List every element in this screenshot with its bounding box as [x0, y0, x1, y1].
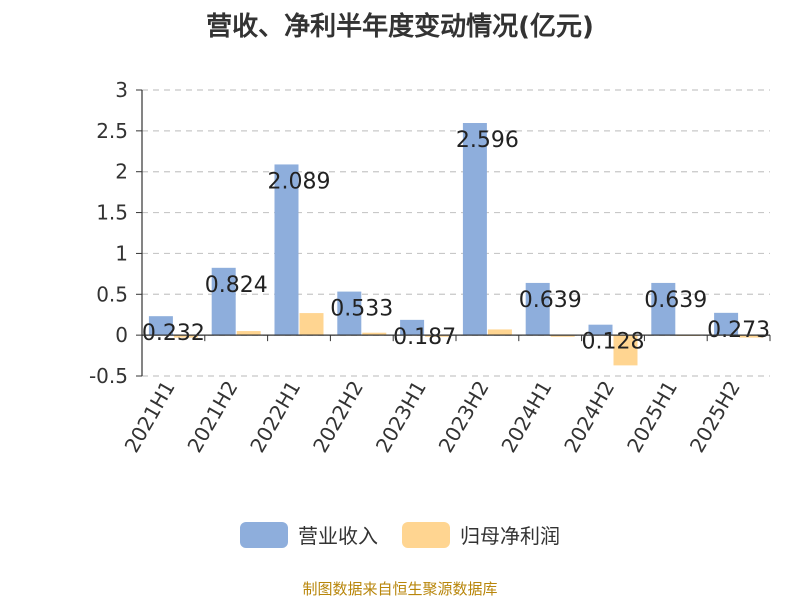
data-label: 0.639 — [644, 288, 707, 313]
x-tick-label: 2024H1 — [496, 377, 556, 457]
chart-title: 营收、净利半年度变动情况(亿元) — [206, 12, 594, 42]
x-tick-label: 2021H2 — [182, 377, 242, 457]
bar-net-profit — [739, 335, 764, 338]
x-tick-label: 2023H2 — [434, 377, 494, 457]
y-tick-label: 3 — [115, 78, 128, 102]
legend-label-net-profit: 归母净利润 — [460, 524, 560, 548]
bar-revenue — [714, 312, 739, 336]
bar-revenue — [525, 282, 550, 336]
x-tick-label: 2025H2 — [685, 377, 745, 457]
source-note: 制图数据来自恒生聚源数据库 — [302, 580, 498, 598]
x-tick-label: 2022H1 — [245, 377, 305, 457]
y-tick-label: 0.5 — [96, 282, 128, 306]
bar-net-profit — [299, 313, 324, 336]
bar-revenue — [462, 123, 487, 336]
y-tick-label: 1.5 — [96, 201, 128, 225]
bar-revenue — [337, 291, 362, 336]
x-tick-label: 2024H2 — [559, 377, 619, 457]
data-label: 2.089 — [268, 169, 331, 194]
y-tick-label: 2 — [115, 160, 128, 184]
x-tick-label: 2021H1 — [120, 377, 180, 457]
bar-net-profit — [362, 332, 387, 336]
bar-net-profit — [425, 335, 450, 337]
bar-revenue — [400, 319, 425, 336]
bar-net-profit — [487, 329, 512, 336]
bar-net-profit — [173, 335, 198, 338]
legend-swatch-revenue — [240, 521, 288, 548]
data-label: 0.187 — [393, 325, 456, 350]
data-label: 0.128 — [582, 330, 645, 355]
data-label: 0.639 — [519, 288, 582, 313]
legend-item-revenue[interactable]: 营业收入 — [240, 520, 378, 549]
bar-revenue — [211, 267, 236, 336]
bar-revenue — [148, 316, 173, 336]
y-tick-label: -0.5 — [89, 364, 128, 388]
y-tick-label: 2.5 — [96, 119, 128, 143]
x-tick-label: 2023H1 — [371, 377, 431, 457]
legend: 营业收入 归母净利润 — [0, 520, 800, 549]
bar-net-profit — [236, 331, 261, 336]
bar-revenue — [588, 324, 613, 336]
bar-net-profit — [550, 335, 575, 337]
data-label: 0.273 — [707, 318, 770, 343]
x-tick-label: 2022H2 — [308, 377, 368, 457]
legend-item-net-profit[interactable]: 归母净利润 — [402, 520, 560, 549]
data-label: 0.232 — [142, 321, 205, 346]
x-tick-label: 2025H1 — [622, 377, 682, 457]
data-label: 2.596 — [456, 128, 519, 153]
y-tick-label: 0 — [115, 323, 128, 347]
bar-net-profit — [613, 335, 638, 366]
legend-label-revenue: 营业收入 — [298, 524, 378, 548]
bar-revenue — [274, 164, 299, 336]
data-label: 0.533 — [330, 297, 393, 322]
legend-swatch-net-profit — [402, 521, 450, 548]
data-label: 0.824 — [205, 273, 268, 298]
y-tick-label: 1 — [115, 241, 128, 265]
bar-revenue — [651, 282, 676, 336]
